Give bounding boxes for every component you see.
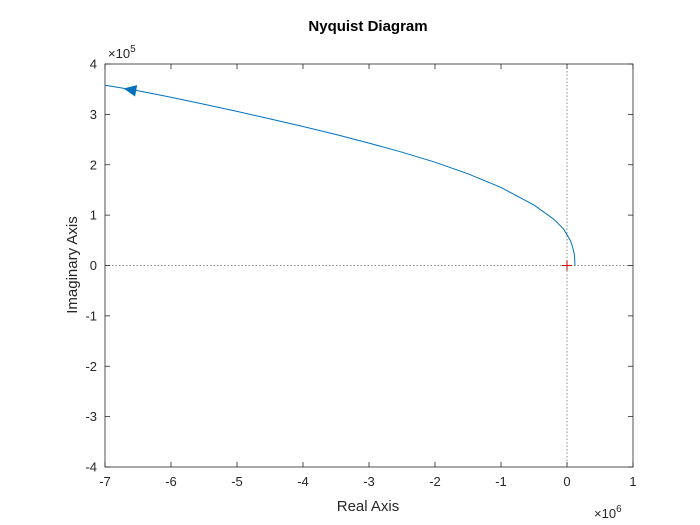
nyquist-curve	[104, 84, 576, 266]
y-tick-label: 2	[90, 157, 97, 172]
x-tick-label: -4	[297, 474, 309, 489]
x-multiplier-exponent: 6	[616, 504, 622, 515]
x-tick-label: -5	[231, 474, 243, 489]
x-multiplier-base: ×10	[594, 506, 616, 521]
x-tick-label: -2	[429, 474, 441, 489]
plot-layer: -7 -6 -5 -4 -3 -2 -1 0 1 -4 -3 -2 -1 0 1 2 3 4	[85, 57, 636, 490]
y-axis-title: Imaginary Axis	[64, 216, 81, 314]
y-tick-label: 3	[90, 107, 97, 122]
x-axis-multiplier: ×106	[594, 504, 622, 521]
x-tick-label: -3	[363, 474, 375, 489]
y-tick-label: -3	[85, 409, 97, 424]
y-multiplier-exponent: 5	[130, 44, 136, 55]
x-tick-label: -1	[495, 474, 507, 489]
y-tick-label: 0	[90, 258, 97, 273]
y-axis-multiplier: ×105	[108, 44, 136, 61]
x-axis-title: Real Axis	[337, 498, 400, 515]
x-tick-label: 0	[563, 474, 570, 489]
x-tick-label: -6	[165, 474, 177, 489]
x-tick-label: -7	[99, 474, 111, 489]
y-tick-label: -2	[85, 359, 97, 374]
y-tick-label: 1	[90, 208, 97, 223]
y-tick-label: -1	[85, 308, 97, 323]
x-tick-label: 1	[629, 474, 636, 489]
chart-title: Nyquist Diagram	[308, 18, 427, 35]
y-tick-label: -4	[85, 460, 97, 475]
y-multiplier-base: ×10	[108, 46, 130, 61]
y-tick-label: 4	[90, 57, 97, 72]
direction-arrow	[123, 85, 138, 97]
